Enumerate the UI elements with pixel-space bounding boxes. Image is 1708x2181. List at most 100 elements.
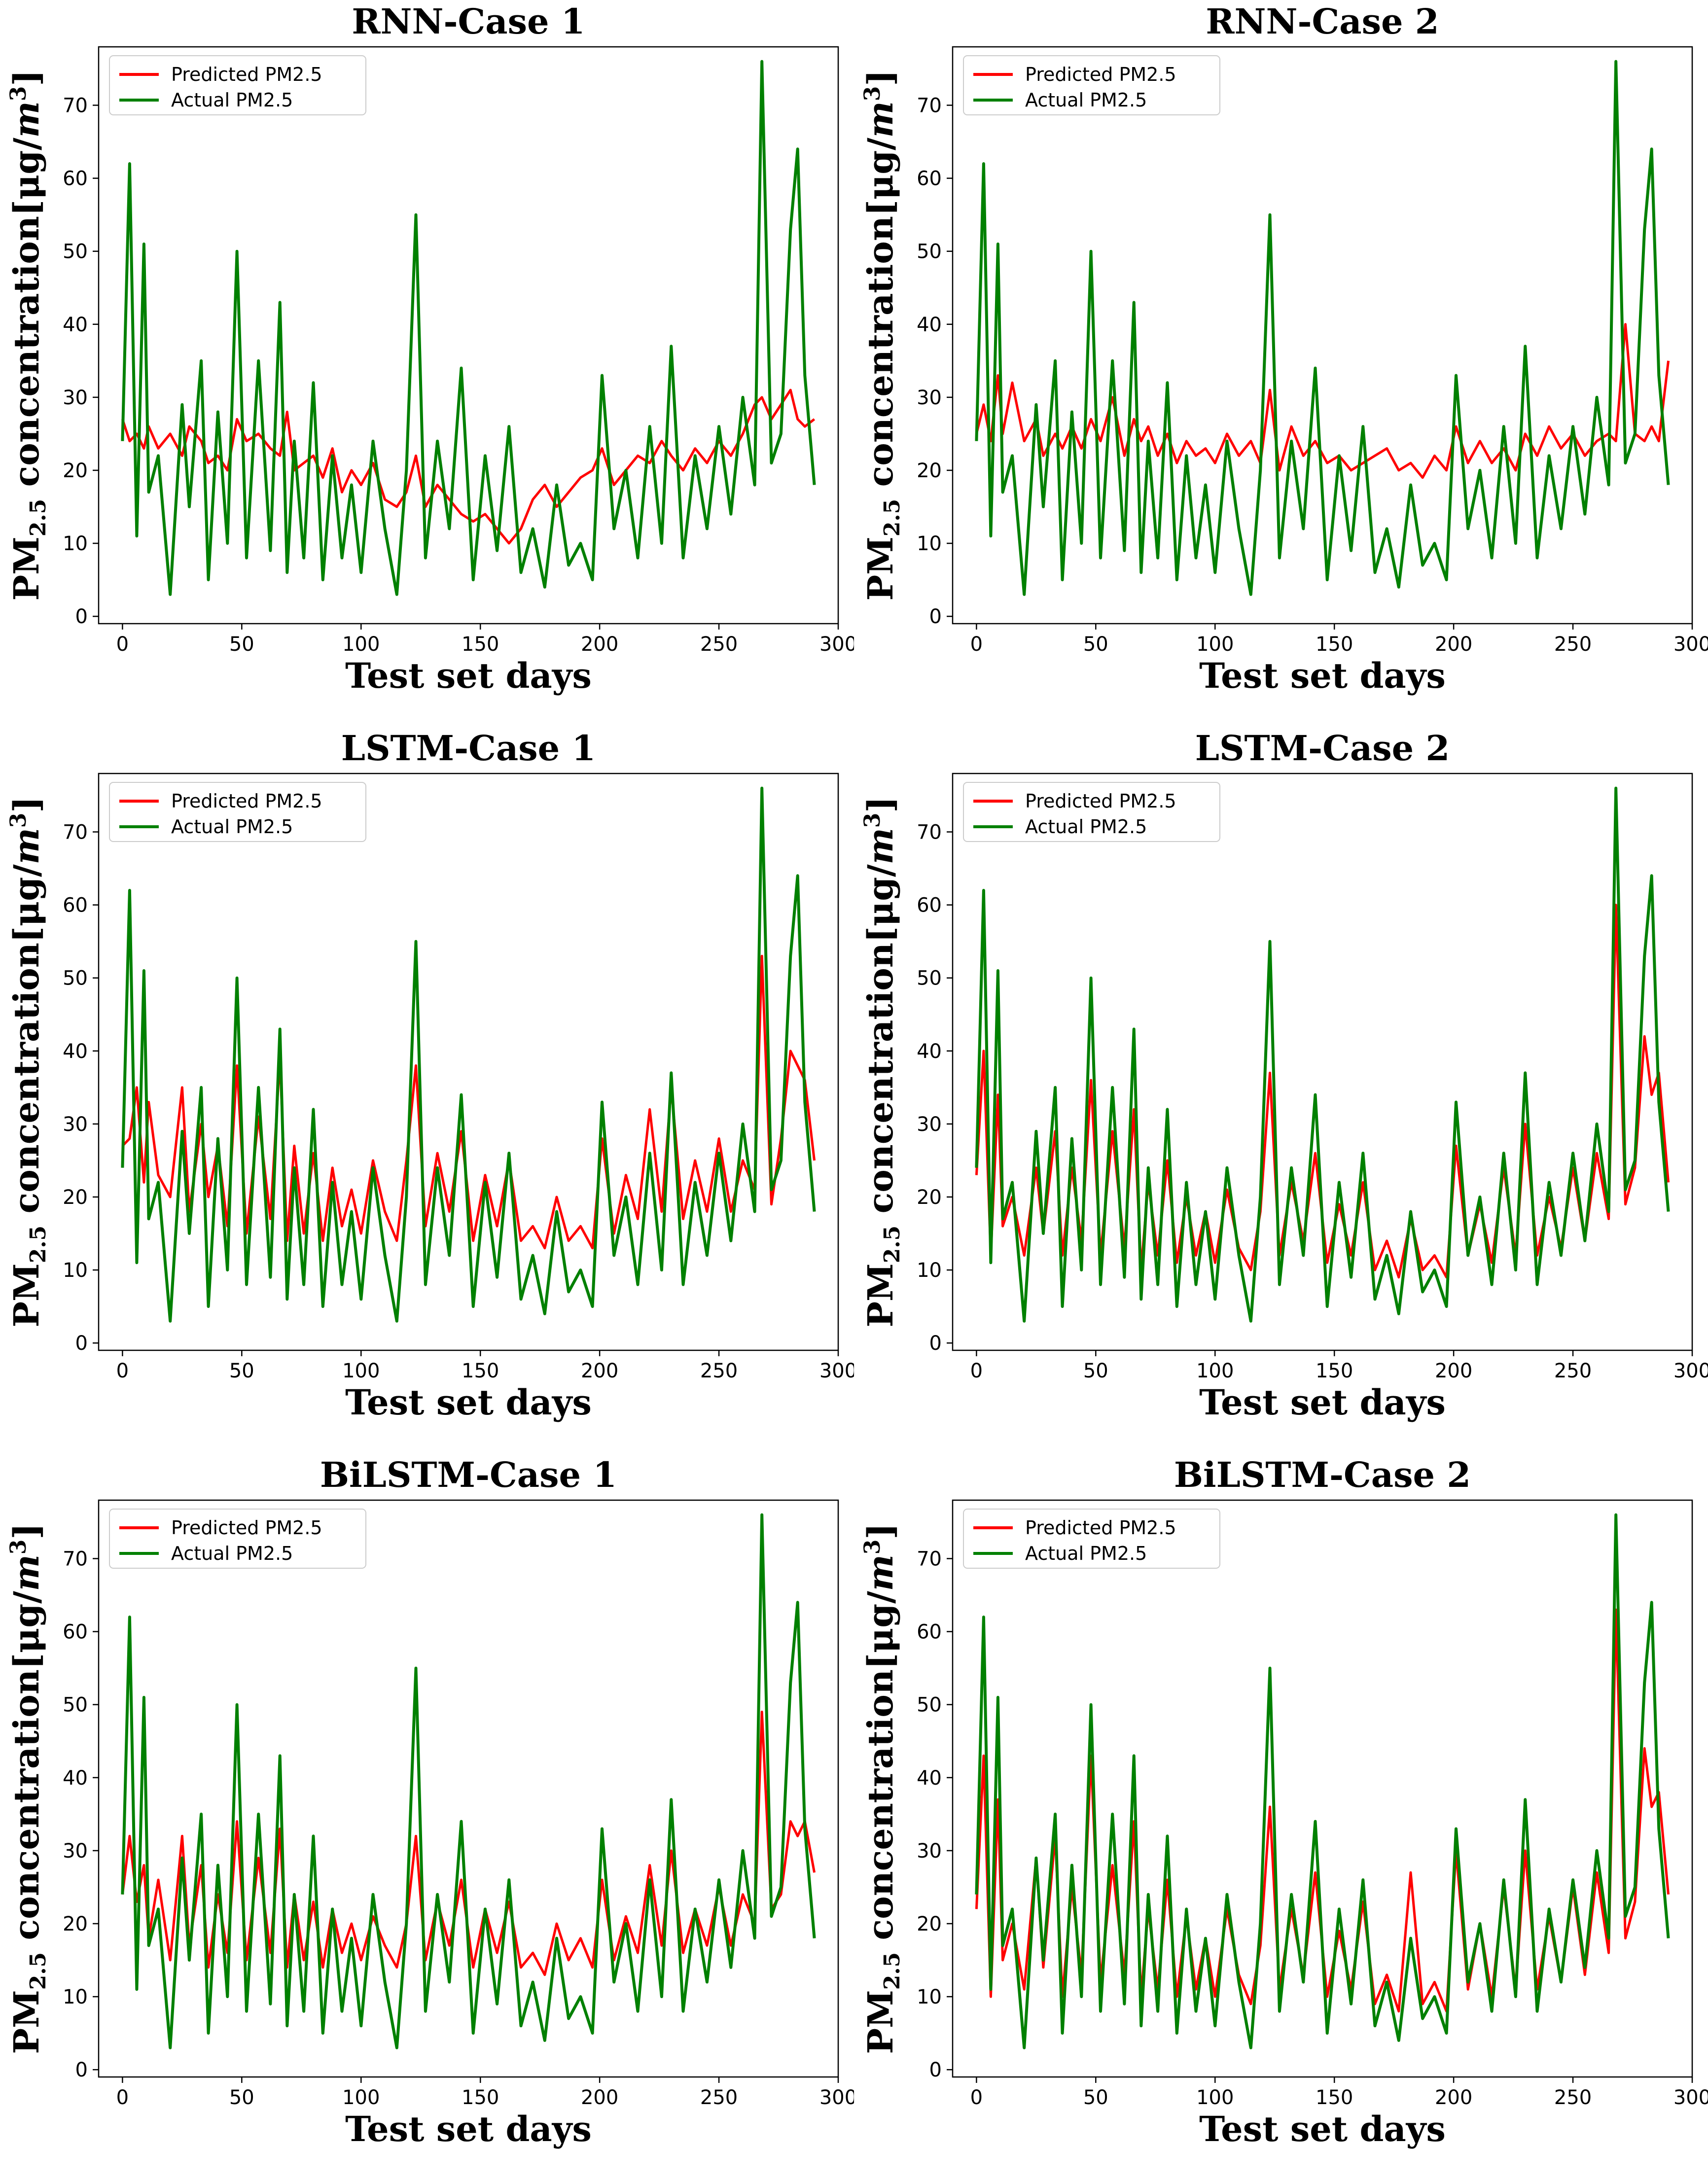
series-line-actual-pm2-5 [121, 60, 816, 596]
legend-label-predicted-pm2-5: Predicted PM2.5 [1025, 790, 1176, 812]
legend-label-actual-pm2-5: Actual PM2.5 [1025, 1543, 1147, 1564]
chart-panel-rnn-case-2: RNN-Case 2 0 50 100 150 200 250 300 0 10 20 30 40 50 6… [854, 0, 1708, 727]
x-tick-label: 250 [700, 633, 738, 656]
y-label-close: ] [6, 796, 47, 812]
chart-title: BiLSTM-Case 2 [1174, 1454, 1471, 1495]
plot-area-frame [98, 773, 839, 1351]
y-tick-label: 0 [929, 2059, 942, 2081]
y-label-base: PM [860, 536, 901, 600]
x-tick-label: 100 [342, 2086, 380, 2109]
y-tick-label: 30 [917, 1113, 942, 1136]
series-line-actual-pm2-5 [975, 786, 1670, 1323]
x-tick-label: 200 [581, 633, 618, 656]
y-tick-label: 0 [75, 2059, 88, 2081]
y-tick-label: 0 [75, 1332, 88, 1355]
x-tick-label: 200 [1435, 2086, 1472, 2109]
y-label-superscript: 3 [6, 813, 31, 828]
y-tick-label: 30 [917, 1840, 942, 1863]
y-label-text: concentration[μg/ [6, 864, 47, 1226]
y-tick-label: 30 [63, 387, 88, 409]
y-label-text: concentration[μg/ [860, 1591, 901, 1952]
y-tick-label: 30 [63, 1113, 88, 1136]
y-label-text: concentration[μg/ [860, 864, 901, 1226]
x-tick-label: 150 [462, 633, 499, 656]
chart-title: RNN-Case 1 [352, 1, 585, 42]
x-tick-label: 50 [229, 2086, 254, 2109]
x-tick-label: 100 [342, 1360, 380, 1382]
legend-box [109, 55, 366, 115]
y-tick-label: 70 [63, 94, 88, 117]
x-tick-label: 150 [1316, 1360, 1353, 1382]
chart-panel-lstm-case-2: LSTM-Case 2 0 50 100 150 200 250 300 0 10 20 30 40 50… [854, 727, 1708, 1453]
x-tick-label: 100 [1196, 2086, 1234, 2109]
y-tick-label: 40 [63, 1040, 88, 1063]
y-tick-label: 60 [63, 168, 88, 190]
y-label-superscript: 3 [860, 86, 885, 102]
y-axis-label: PM2.5 concentration[μg/m3] [6, 1523, 51, 2054]
y-tick-label: 70 [917, 821, 942, 844]
x-tick-label: 100 [1196, 1360, 1234, 1382]
legend-label-predicted-pm2-5: Predicted PM2.5 [171, 64, 322, 85]
x-tick-label: 0 [970, 633, 983, 656]
y-tick-label: 20 [917, 459, 942, 482]
y-tick-label: 20 [917, 1186, 942, 1209]
y-label-unit-m: m [860, 101, 901, 138]
plot-area-frame [952, 773, 1693, 1351]
legend-label-predicted-pm2-5: Predicted PM2.5 [1025, 64, 1176, 85]
chart-panel-bilstm-case-1: BiLSTM-Case 1 0 50 100 150 200 250 300 0 10 20 30 40… [0, 1453, 854, 2180]
y-tick-label: 70 [63, 821, 88, 844]
y-label-subscript: 2.5 [880, 1952, 905, 1990]
y-label-text: concentration[μg/ [6, 138, 47, 499]
y-tick-label: 60 [917, 894, 942, 917]
x-tick-label: 0 [970, 1360, 983, 1382]
legend-label-actual-pm2-5: Actual PM2.5 [171, 89, 293, 111]
x-tick-label: 100 [1196, 633, 1234, 656]
y-label-close: ] [6, 70, 47, 86]
y-tick-label: 10 [917, 1259, 942, 1282]
y-tick-label: 40 [917, 1040, 942, 1063]
y-tick-label: 50 [63, 1694, 88, 1717]
x-tick-label: 0 [970, 2086, 983, 2109]
legend-box [963, 1509, 1220, 1569]
y-tick-label: 10 [63, 532, 88, 555]
x-tick-label: 300 [819, 633, 854, 656]
x-tick-label: 300 [1673, 1360, 1708, 1382]
y-label-subscript: 2.5 [26, 1226, 51, 1264]
y-label-superscript: 3 [6, 86, 31, 102]
x-axis-label: Test set days [1199, 1382, 1446, 1423]
plot-area-frame [98, 1499, 839, 2078]
y-label-unit-m: m [860, 1554, 901, 1591]
chart-panel-rnn-case-1: RNN-Case 1 0 50 100 150 200 250 300 0 10 20 30 40 50 6… [0, 0, 854, 727]
y-label-base: PM [6, 536, 47, 600]
y-tick-label: 0 [75, 605, 88, 628]
y-tick-label: 10 [917, 1986, 942, 2008]
y-label-unit-m: m [6, 101, 47, 138]
x-tick-label: 250 [700, 1360, 738, 1382]
chart-title: LSTM-Case 2 [1195, 728, 1450, 769]
x-tick-label: 0 [116, 1360, 129, 1382]
x-tick-label: 50 [1083, 1360, 1108, 1382]
x-tick-label: 300 [819, 2086, 854, 2109]
chart-title: LSTM-Case 1 [341, 728, 596, 769]
legend-label-predicted-pm2-5: Predicted PM2.5 [171, 1517, 322, 1539]
y-label-subscript: 2.5 [880, 1226, 905, 1264]
y-tick-label: 30 [917, 387, 942, 409]
y-tick-label: 10 [917, 532, 942, 555]
y-tick-label: 0 [929, 1332, 942, 1355]
y-label-unit-m: m [6, 828, 47, 864]
y-axis-label: PM2.5 concentration[μg/m3] [860, 1523, 905, 2054]
chart-panel-lstm-case-1: LSTM-Case 1 0 50 100 150 200 250 300 0 10 20 30 40 50… [0, 727, 854, 1453]
y-tick-label: 20 [63, 459, 88, 482]
y-label-subscript: 2.5 [880, 499, 905, 537]
y-axis-label: PM2.5 concentration[μg/m3] [860, 70, 905, 600]
x-tick-label: 200 [581, 1360, 618, 1382]
x-axis-label: Test set days [345, 1382, 592, 1423]
x-tick-label: 150 [1316, 2086, 1353, 2109]
y-tick-label: 20 [917, 1913, 942, 1935]
x-tick-label: 250 [700, 2086, 738, 2109]
legend-box [963, 782, 1220, 842]
plot-area-frame [952, 1499, 1693, 2078]
series-line-actual-pm2-5 [975, 1513, 1670, 2049]
chart-title: BiLSTM-Case 1 [320, 1454, 617, 1495]
chart-panel-bilstm-case-2: BiLSTM-Case 2 0 50 100 150 200 250 300 0 10 20 30 40… [854, 1453, 1708, 2180]
